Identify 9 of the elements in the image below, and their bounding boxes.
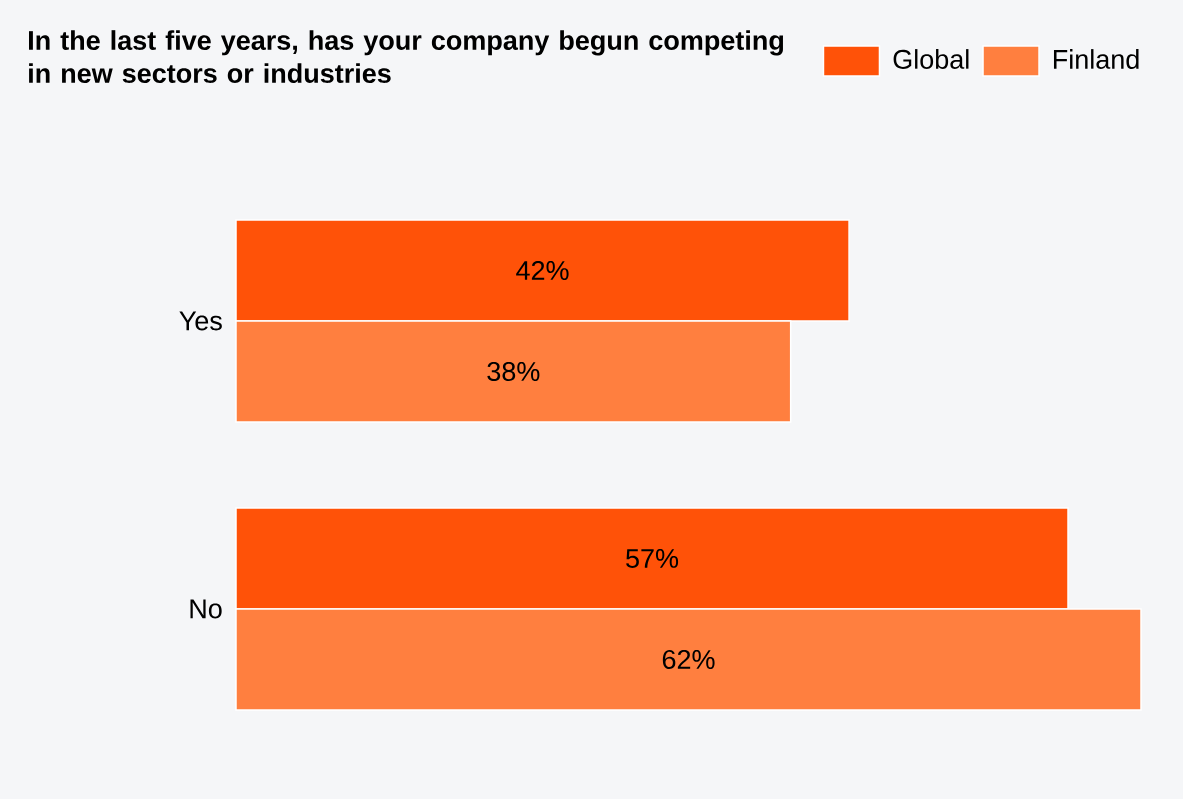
legend-label: Finland [1053, 49, 1139, 69]
y-tick-label: No [190, 599, 222, 619]
chart-title: In the last five years, has your company begun competing in new sectors or industries [29, 30, 784, 84]
legend-label: Global [893, 49, 969, 69]
data-label: 42% [516, 260, 569, 280]
y-tick-label: Yes [179, 311, 222, 331]
data-label: 57% [626, 548, 679, 568]
data-label: 38% [487, 361, 540, 382]
data-label: 62% [662, 649, 715, 670]
